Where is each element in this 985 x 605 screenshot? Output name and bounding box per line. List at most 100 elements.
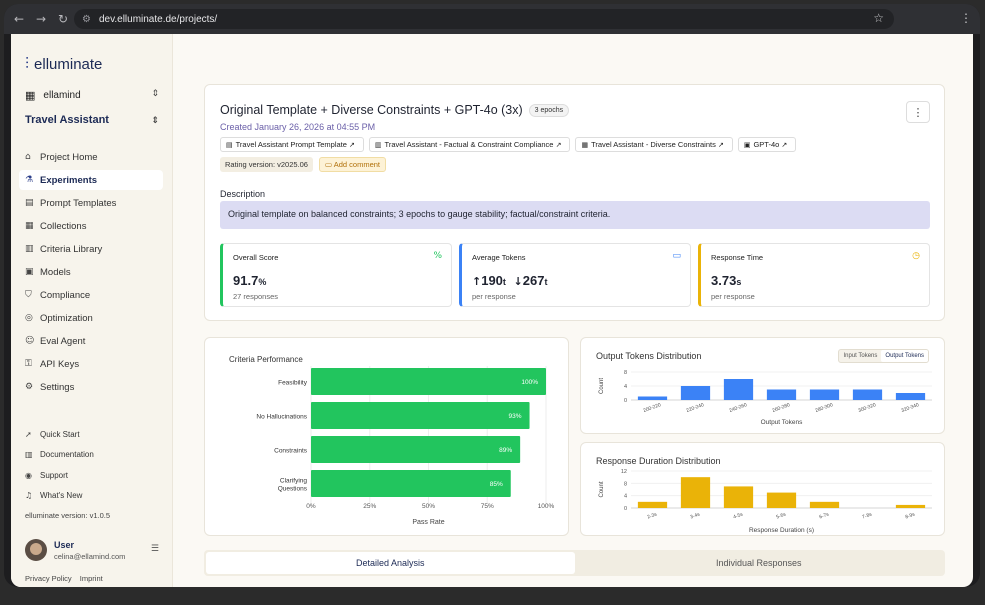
table-icon: ▦ bbox=[581, 141, 589, 149]
address-bar[interactable]: ⚙ dev.elluminate.de/projects/ bbox=[74, 9, 894, 29]
x-tick-label: 5-6s bbox=[776, 511, 788, 520]
tokens-value: ↑190t ↓267t bbox=[472, 273, 547, 288]
output-tokens-toggle[interactable]: Output Tokens bbox=[881, 350, 928, 362]
experiment-header-card: Original Template + Diverse Constraints … bbox=[204, 84, 945, 321]
more-options-button[interactable]: ⋮ bbox=[906, 101, 930, 123]
metric-sub: per response bbox=[711, 292, 755, 301]
y-tick-label: 8 bbox=[624, 370, 627, 376]
data-label: 85% bbox=[490, 481, 503, 488]
sidebar-item-collections[interactable]: ▦ Collections bbox=[19, 216, 163, 236]
response-time-card: Response Time ◷ 3.73s per response bbox=[698, 243, 930, 307]
x-tick-label: 220-240 bbox=[686, 402, 706, 414]
project-switcher[interactable]: Travel Assistant ⇕ bbox=[25, 114, 159, 126]
logo[interactable]: ⫶ elluminate bbox=[25, 54, 102, 74]
site-info-icon[interactable]: ⚙ bbox=[82, 13, 91, 25]
prompt-template-link[interactable]: ▤ Travel Assistant Prompt Template ↗ bbox=[220, 137, 364, 152]
sidebar-item-project-home[interactable]: ⌂ Project Home bbox=[19, 147, 163, 167]
y-tick-label: 12 bbox=[621, 469, 627, 475]
imprint-link[interactable]: Imprint bbox=[79, 574, 103, 583]
tab-detailed-analysis[interactable]: Detailed Analysis bbox=[206, 552, 575, 574]
rating-version-badge: Rating version: v2025.06 bbox=[220, 157, 313, 172]
x-tick-label: 4-5s bbox=[733, 511, 745, 520]
bar bbox=[809, 501, 840, 508]
book-icon: ▥ bbox=[374, 141, 382, 149]
response-duration-chart: 0 4 8 12 2-3s 3-4s 4-5s 5-6s 6-7s 7-8s 8-9s Count Re… bbox=[599, 469, 932, 534]
user-menu[interactable]: User celina@ellamind.com ☰ bbox=[25, 537, 159, 567]
external-link-icon: ↗ bbox=[349, 141, 355, 149]
chart-title: Criteria Performance bbox=[229, 355, 303, 364]
add-comment-button[interactable]: ▭ Add comment bbox=[318, 157, 387, 172]
sidebar-item-label: Compliance bbox=[40, 289, 91, 301]
x-axis-label: Output Tokens bbox=[761, 419, 804, 426]
comment-icon: ▭ bbox=[324, 160, 333, 169]
overall-score-value: 91.7% bbox=[233, 273, 266, 288]
metric-label: Overall Score bbox=[233, 253, 279, 262]
sidebar-item-whats-new[interactable]: ♫ What's New bbox=[19, 486, 163, 506]
sidebar-item-prompt-templates[interactable]: ▤ Prompt Templates bbox=[19, 193, 163, 213]
description-text: Original template on balanced constraint… bbox=[220, 201, 930, 229]
menu-icon[interactable]: ☰ bbox=[150, 544, 159, 554]
sidebar-item-quick-start[interactable]: ➚ Quick Start bbox=[19, 424, 163, 444]
x-tick-label: 7-8s bbox=[862, 511, 874, 520]
sidebar-item-support[interactable]: ◉ Support bbox=[19, 465, 163, 485]
chevron-updown-icon: ⇕ bbox=[151, 116, 159, 126]
metric-value: 91.7 bbox=[233, 273, 259, 288]
bar bbox=[311, 436, 521, 463]
forward-icon[interactable]: → bbox=[35, 12, 47, 26]
input-tokens-toggle[interactable]: Input Tokens bbox=[843, 353, 878, 359]
clock-icon: ◷ bbox=[912, 251, 920, 261]
browser-menu-icon[interactable]: ⋮ bbox=[960, 11, 972, 25]
output-tokens-value: 267 bbox=[522, 273, 545, 288]
chevron-updown-icon: ⇕ bbox=[151, 89, 159, 99]
x-axis-label: Response Duration (s) bbox=[749, 527, 814, 534]
input-tokens-value: 190 bbox=[481, 273, 503, 288]
metric-unit: t bbox=[544, 277, 548, 287]
analysis-tabs: Detailed Analysis Individual Responses bbox=[204, 550, 945, 576]
link-label: Travel Assistant - Factual & Constraint … bbox=[384, 140, 554, 149]
chart-title: Output Tokens Distribution bbox=[596, 351, 702, 361]
collection-link[interactable]: ▦ Travel Assistant - Diverse Constraints … bbox=[575, 137, 733, 152]
browser-toolbar: ← → ↻ ⚙ dev.elluminate.de/projects/ ☆ ⋮ bbox=[4, 4, 980, 34]
external-link-icon: ↗ bbox=[781, 141, 788, 149]
arrow-up-icon: ↑ bbox=[472, 275, 482, 288]
privacy-policy-link[interactable]: Privacy Policy bbox=[25, 574, 72, 583]
sidebar-item-experiments[interactable]: ⚗ Experiments bbox=[19, 170, 163, 190]
bar bbox=[680, 477, 711, 508]
sidebar-item-label: Support bbox=[40, 470, 69, 480]
back-icon[interactable]: ← bbox=[13, 12, 25, 26]
reload-icon[interactable]: ↻ bbox=[57, 12, 69, 26]
sidebar-item-label: Settings bbox=[40, 381, 75, 393]
bar bbox=[680, 386, 711, 400]
related-links: ▤ Travel Assistant Prompt Template ↗ ▥ Tra… bbox=[220, 137, 801, 152]
user-name: User bbox=[54, 540, 75, 550]
sidebar-item-criteria-library[interactable]: ▥ Criteria Library bbox=[19, 239, 163, 259]
criteria-link[interactable]: ▥ Travel Assistant - Factual & Constraint… bbox=[368, 137, 571, 152]
sidebar-item-api-keys[interactable]: ⚿ API Keys bbox=[19, 354, 163, 374]
bar bbox=[311, 470, 511, 497]
sidebar-item-documentation[interactable]: ▥ Documentation bbox=[19, 445, 163, 465]
tab-individual-responses[interactable]: Individual Responses bbox=[715, 558, 802, 568]
model-link[interactable]: ▣ GPT-4o ↗ bbox=[737, 137, 797, 152]
sidebar-item-optimization[interactable]: ◎ Optimization bbox=[19, 308, 163, 328]
footer-links: Privacy Policy Imprint bbox=[25, 574, 109, 583]
metric-sub: 27 responses bbox=[233, 292, 279, 301]
sidebar-item-settings[interactable]: ⚙ Settings bbox=[19, 377, 163, 397]
sidebar-item-compliance[interactable]: ⛉ Compliance bbox=[19, 285, 163, 305]
category-label: Questions bbox=[278, 486, 308, 493]
bookmark-star-icon[interactable]: ☆ bbox=[873, 11, 884, 25]
sidebar-item-models[interactable]: ▣ Models bbox=[19, 262, 163, 282]
sidebar-item-label: Documentation bbox=[40, 450, 94, 459]
tag-row: Rating version: v2025.06 ▭ Add comment bbox=[220, 157, 387, 172]
created-timestamp: Created January 26, 2026 at 04:55 PM bbox=[220, 122, 376, 132]
cpu-icon: ▣ bbox=[743, 141, 751, 149]
book-icon: ▥ bbox=[25, 244, 34, 254]
sidebar-item-eval-agent[interactable]: ☺ Eval Agent bbox=[19, 331, 163, 351]
y-tick-label: 0 bbox=[624, 506, 627, 512]
book-icon: ▥ bbox=[25, 450, 33, 459]
sidebar-item-label: Experiments bbox=[40, 174, 98, 186]
org-switcher[interactable]: ▦ ellamind ⇕ bbox=[25, 89, 159, 102]
main-content: Original Template + Diverse Constraints … bbox=[174, 34, 973, 587]
x-tick-label: 50% bbox=[422, 503, 435, 510]
experiment-title-row: Original Template + Diverse Constraints … bbox=[220, 103, 570, 117]
x-tick-label: 240-260 bbox=[729, 402, 749, 414]
